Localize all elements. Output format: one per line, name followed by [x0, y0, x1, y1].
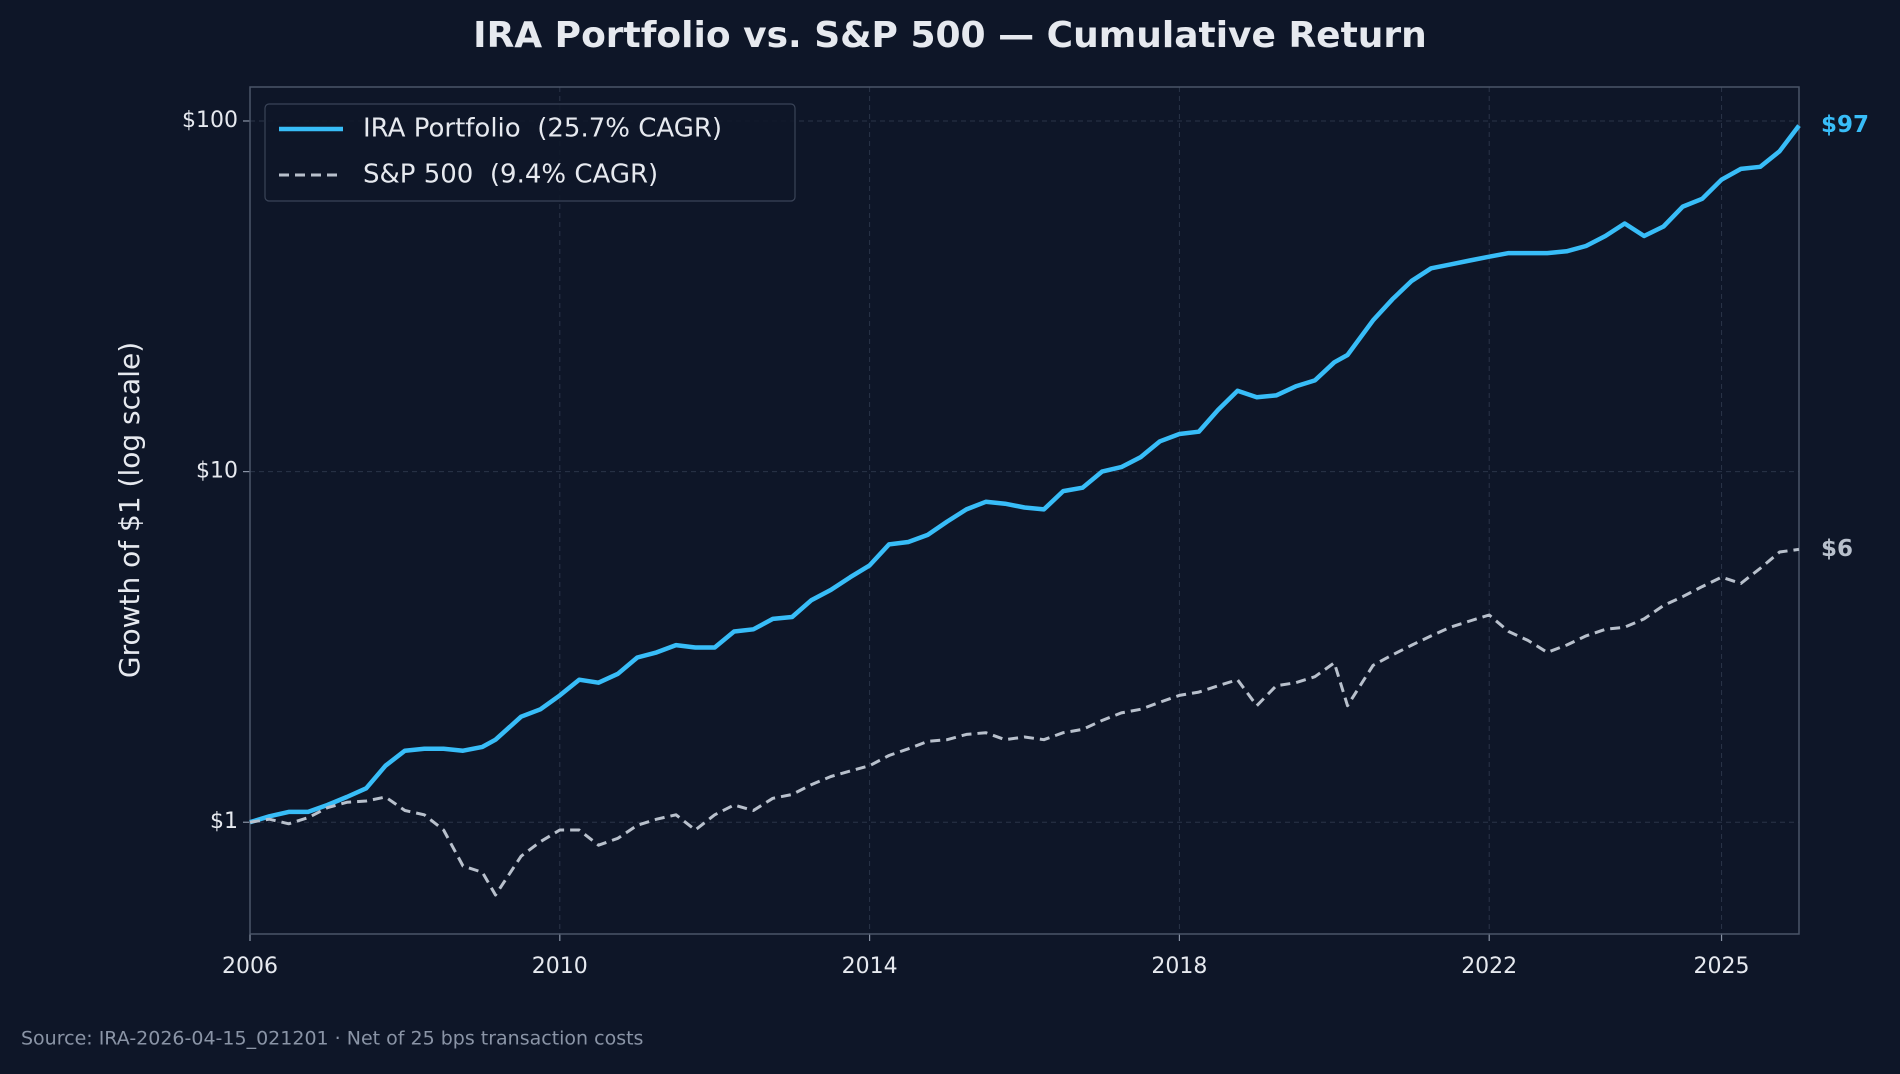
- x-tick-label: 2006: [222, 954, 278, 979]
- y-axis-label: Growth of $1 (log scale): [113, 342, 146, 678]
- series-line: [249, 547, 1800, 897]
- x-tick-label: 2010: [532, 954, 588, 979]
- legend-label: S&P 500 (9.4% CAGR): [363, 160, 658, 190]
- chart-title: IRA Portfolio vs. S&P 500 — Cumulative R…: [473, 15, 1427, 56]
- y-tick-label: $100: [182, 108, 238, 133]
- legend-label: IRA Portfolio (25.7% CAGR): [363, 114, 722, 144]
- legend-box: [264, 103, 796, 202]
- end-label: $6: [1821, 536, 1853, 562]
- x-tick-label: 2018: [1151, 954, 1207, 979]
- source-note: Source: IRA-2026-04-15_021201 · Net of 2…: [21, 1028, 643, 1050]
- plot-frame: [249, 86, 1800, 935]
- x-tick-label: 2025: [1694, 954, 1750, 979]
- y-tick-label: $1: [210, 809, 238, 834]
- x-tick-label: 2022: [1461, 954, 1517, 979]
- end-label: $97: [1821, 112, 1869, 138]
- x-tick-label: 2014: [842, 954, 898, 979]
- y-tick-label: $10: [196, 459, 238, 484]
- series-line: [249, 124, 1801, 825]
